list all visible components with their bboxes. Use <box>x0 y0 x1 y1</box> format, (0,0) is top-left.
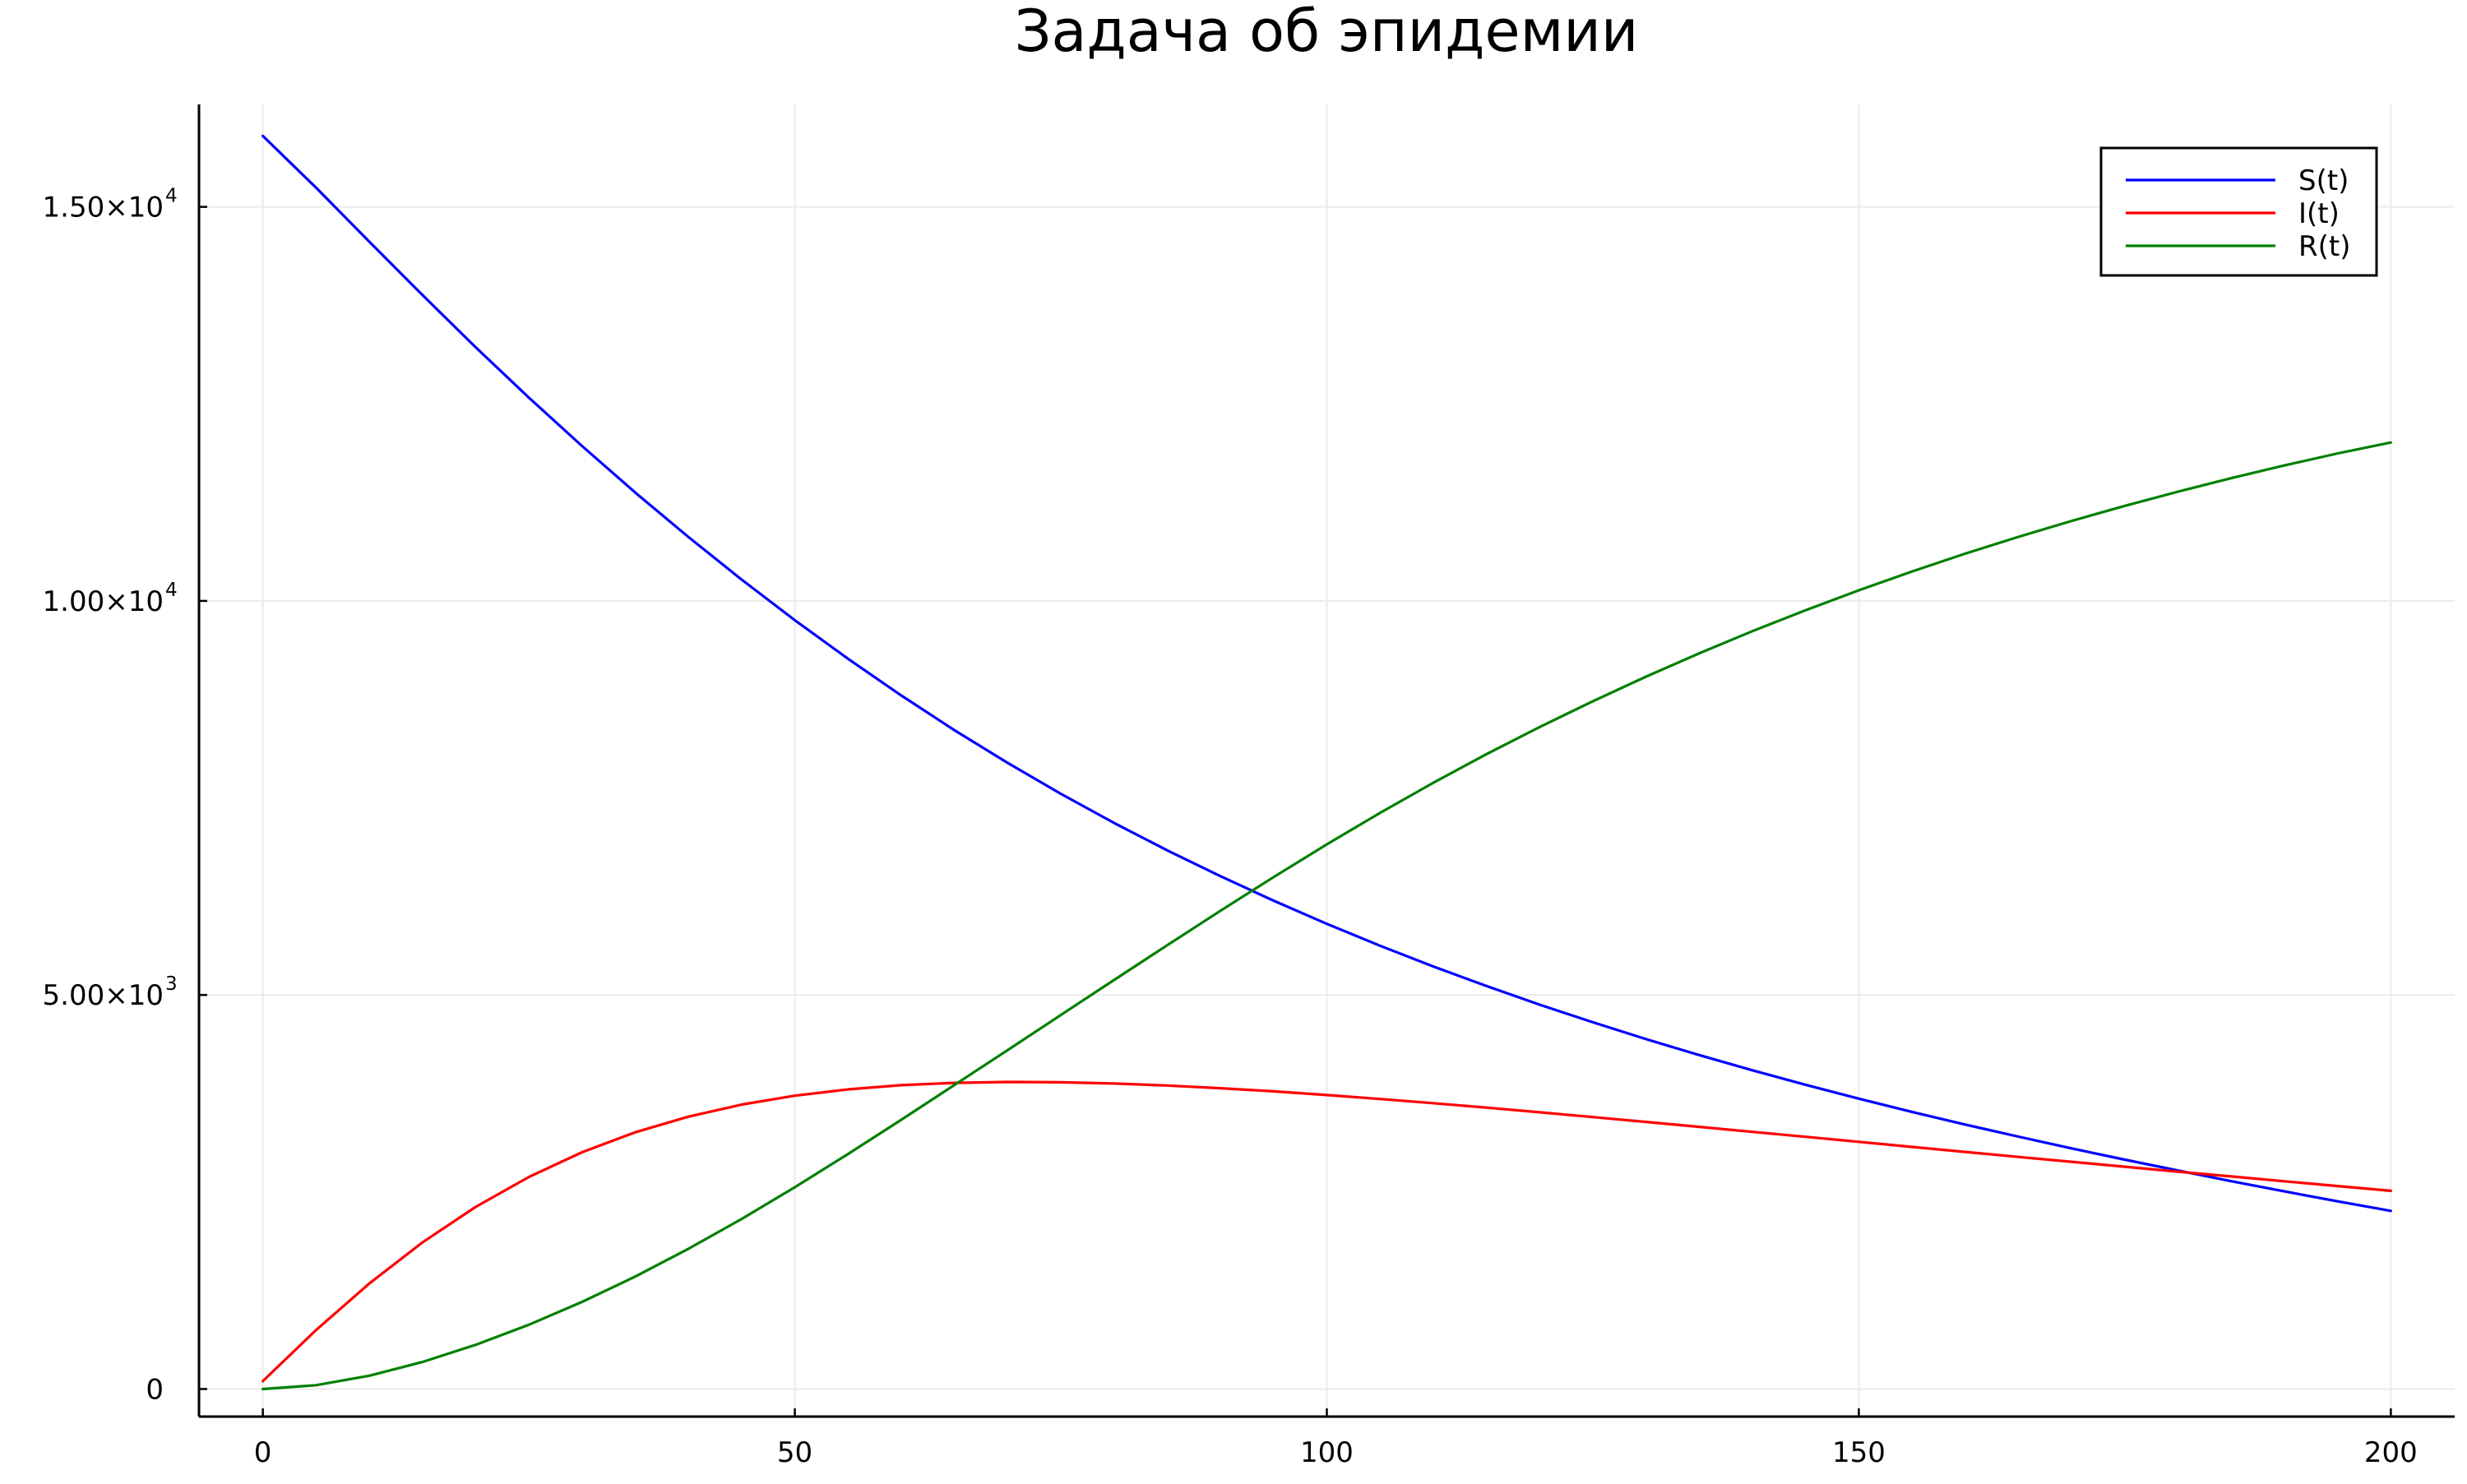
x-tick-label: 200 <box>2364 1436 2418 1469</box>
x-tick-label: 150 <box>1832 1436 1886 1469</box>
grid-lines <box>199 104 2455 1417</box>
series-line-rt <box>262 441 2392 1391</box>
y-tick-exponent: 4 <box>165 580 178 601</box>
x-tick-label: 0 <box>254 1436 272 1469</box>
series-line-it <box>262 1080 2392 1383</box>
y-tick-label: 0 <box>146 1373 164 1406</box>
series-lines <box>262 134 2392 1391</box>
y-tick-exponent: 3 <box>165 973 178 995</box>
series-line-st <box>262 134 2392 1213</box>
y-tick-label: 1.50×10 <box>43 192 164 224</box>
x-tick-label: 100 <box>1300 1436 1354 1469</box>
y-tick-exponent: 4 <box>165 186 178 207</box>
y-axis-ticks: 05.00×10 31.00×10 41.50×10 4 <box>43 186 207 1406</box>
legend-label: S(t) <box>2298 164 2349 197</box>
x-axis-ticks: 0 50 100 150 200 <box>254 1408 2418 1469</box>
y-tick-label: 1.00×10 <box>43 585 164 618</box>
legend-label: R(t) <box>2298 230 2350 263</box>
chart-title: Задача об эпидемии <box>1015 0 1639 65</box>
x-tick-label: 50 <box>777 1436 812 1469</box>
y-tick-label: 5.00×10 <box>43 979 164 1012</box>
legend-label: I(t) <box>2298 197 2340 230</box>
legend: S(t)I(t)R(t) <box>2099 146 2378 277</box>
